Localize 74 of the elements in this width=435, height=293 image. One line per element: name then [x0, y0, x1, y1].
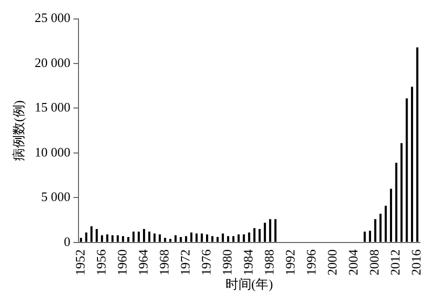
y-tick-label: 10 000	[34, 144, 70, 160]
bar	[416, 47, 418, 242]
bar	[185, 236, 188, 242]
y-tick-label: 20 000	[34, 54, 70, 70]
x-tick-label: 1964	[135, 248, 150, 276]
x-tick-label: 2008	[366, 249, 382, 276]
bar	[242, 234, 245, 242]
bar	[410, 86, 414, 242]
bar	[364, 232, 366, 242]
bar	[211, 236, 214, 242]
bar	[132, 232, 135, 242]
x-tick-label: 1996	[304, 248, 319, 276]
bar	[85, 232, 88, 242]
x-tick-label: 1956	[93, 248, 108, 276]
bar	[148, 232, 150, 242]
bar	[222, 233, 224, 242]
bar	[180, 237, 182, 242]
bar	[400, 143, 403, 242]
x-tick-label: 1984	[240, 248, 256, 276]
x-tick-label: 1952	[72, 249, 88, 276]
bar	[90, 226, 93, 242]
bar	[122, 236, 124, 242]
bar	[142, 228, 146, 242]
bar	[374, 219, 376, 242]
bar	[138, 232, 140, 242]
y-tick-label: 15 000	[34, 100, 70, 115]
bar	[390, 188, 392, 242]
bar	[206, 234, 208, 242]
bar	[379, 214, 382, 242]
bar	[248, 232, 250, 242]
bar	[406, 98, 408, 242]
y-tick-label: 0	[64, 234, 70, 249]
bar	[96, 228, 98, 242]
x-tick-label: 2000	[324, 249, 340, 276]
x-tick-label: 1960	[114, 249, 130, 276]
x-tick-label: 2004	[346, 248, 361, 276]
x-axis-title: 时间(年)	[225, 276, 273, 292]
bar	[196, 233, 198, 242]
bar	[80, 238, 82, 242]
bar	[158, 234, 161, 242]
bar	[274, 219, 276, 242]
x-tick-label: 1968	[156, 249, 172, 276]
x-tick-label: 1976	[198, 248, 214, 276]
bar	[169, 238, 172, 242]
bar	[368, 230, 372, 242]
bar	[111, 235, 114, 242]
bar	[384, 206, 387, 242]
bar	[153, 233, 156, 242]
bar	[164, 238, 166, 242]
bar	[269, 219, 272, 242]
x-tick-label: 1972	[178, 249, 192, 276]
x-tick-label: 2016	[408, 248, 424, 276]
bar	[127, 237, 130, 242]
y-axis-title: 病例数(例)	[11, 100, 26, 161]
x-tick-label: 1980	[220, 249, 235, 276]
bar	[200, 233, 203, 242]
bar	[174, 235, 177, 242]
bar	[100, 235, 104, 242]
x-tick-label: 2012	[388, 249, 403, 276]
x-tick-label: 1992	[282, 249, 298, 276]
bar	[264, 222, 266, 242]
y-tick-label: 25 000	[34, 10, 70, 26]
bar	[190, 232, 192, 242]
bar	[258, 228, 261, 242]
bar	[253, 228, 256, 242]
bar	[106, 234, 108, 242]
bar	[216, 237, 219, 242]
bar	[238, 234, 240, 242]
bar	[227, 236, 230, 242]
bar	[116, 235, 119, 242]
x-tick-label: 1988	[262, 249, 277, 276]
bar	[395, 162, 398, 242]
y-tick-label: 5 000	[41, 189, 70, 204]
bar	[232, 236, 234, 242]
